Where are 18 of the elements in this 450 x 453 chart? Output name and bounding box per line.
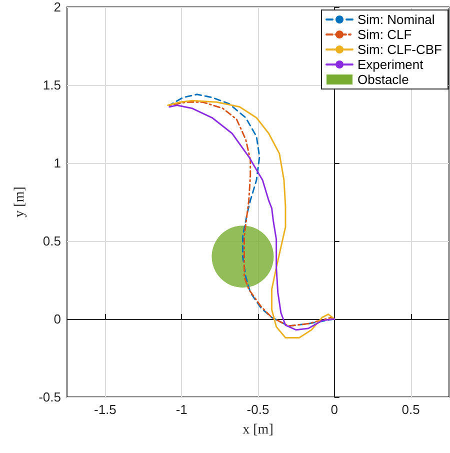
x-tick-label: 0 — [330, 402, 338, 417]
y-axis-title: y [m] — [12, 186, 28, 218]
y-tick-label: 0.5 — [42, 234, 61, 248]
x-tick-label: 0.5 — [402, 402, 420, 417]
legend-label: Obstacle — [358, 72, 409, 87]
legend-label: Experiment — [358, 57, 424, 72]
y-tick-label: 2 — [54, 0, 61, 14]
x-tick-label: -1.5 — [94, 402, 116, 417]
legend-label: Sim: CLF — [358, 27, 412, 42]
legend-label: Sim: Nominal — [358, 12, 435, 27]
x-tick-label: -0.5 — [246, 402, 270, 417]
y-tick-label: 0 — [54, 312, 61, 326]
legend-label: Sim: CLF-CBF — [358, 42, 442, 57]
x-axis-title: x [m] — [242, 422, 274, 438]
y-tick-label: 1 — [54, 156, 61, 170]
y-tick-label: -0.5 — [38, 390, 61, 404]
y-tick-label: 1.5 — [42, 78, 61, 92]
x-tick-label: -1 — [176, 402, 188, 417]
